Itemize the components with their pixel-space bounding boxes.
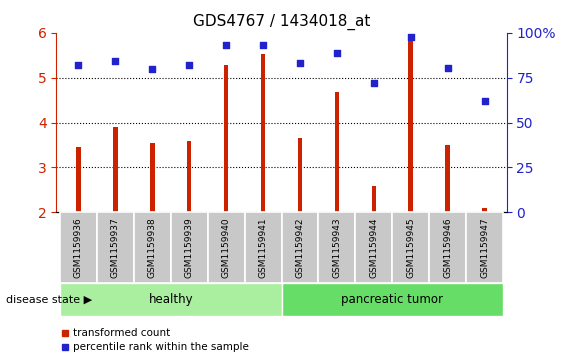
Bar [171, 212, 208, 283]
Bar [244, 212, 282, 283]
Bar [208, 212, 244, 283]
Bar [282, 283, 503, 316]
Bar [282, 212, 319, 283]
Text: GSM1159944: GSM1159944 [369, 217, 378, 278]
Bar [482, 208, 487, 212]
Point [443, 65, 452, 71]
Point [111, 58, 120, 64]
Bar [60, 283, 282, 316]
Bar [134, 212, 171, 283]
Text: GSM1159947: GSM1159947 [480, 217, 489, 278]
Point [74, 62, 83, 68]
Point [369, 80, 378, 86]
Bar [466, 212, 503, 283]
Title: GDS4767 / 1434018_at: GDS4767 / 1434018_at [193, 14, 370, 30]
Point [185, 62, 194, 68]
Text: GSM1159938: GSM1159938 [148, 217, 157, 278]
Text: GSM1159939: GSM1159939 [185, 217, 194, 278]
Bar [372, 186, 376, 212]
Bar [409, 41, 413, 212]
Text: disease state ▶: disease state ▶ [6, 294, 92, 305]
Point [148, 66, 157, 72]
Bar [113, 127, 118, 212]
Point [258, 42, 267, 48]
Text: GSM1159941: GSM1159941 [258, 217, 267, 278]
Point [480, 98, 489, 104]
Bar [392, 212, 429, 283]
Bar [319, 212, 355, 283]
Bar [261, 54, 265, 212]
Text: GSM1159940: GSM1159940 [222, 217, 231, 278]
Bar [355, 212, 392, 283]
Text: GSM1159943: GSM1159943 [332, 217, 341, 278]
Text: GSM1159937: GSM1159937 [111, 217, 120, 278]
Text: GSM1159936: GSM1159936 [74, 217, 83, 278]
Bar [76, 147, 81, 212]
Bar [224, 65, 229, 212]
Text: GSM1159945: GSM1159945 [406, 217, 415, 278]
Point [332, 50, 341, 56]
Bar [97, 212, 134, 283]
Bar [60, 212, 97, 283]
Bar [150, 143, 154, 212]
Text: healthy: healthy [149, 293, 193, 306]
Bar [298, 138, 302, 212]
Point [296, 60, 305, 66]
Legend: transformed count, percentile rank within the sample: transformed count, percentile rank withi… [61, 328, 249, 352]
Bar [429, 212, 466, 283]
Bar [445, 145, 450, 212]
Point [222, 42, 231, 48]
Bar [334, 92, 339, 212]
Bar [187, 141, 191, 212]
Point [406, 34, 415, 40]
Text: pancreatic tumor: pancreatic tumor [341, 293, 443, 306]
Text: GSM1159946: GSM1159946 [443, 217, 452, 278]
Text: GSM1159942: GSM1159942 [296, 217, 305, 278]
